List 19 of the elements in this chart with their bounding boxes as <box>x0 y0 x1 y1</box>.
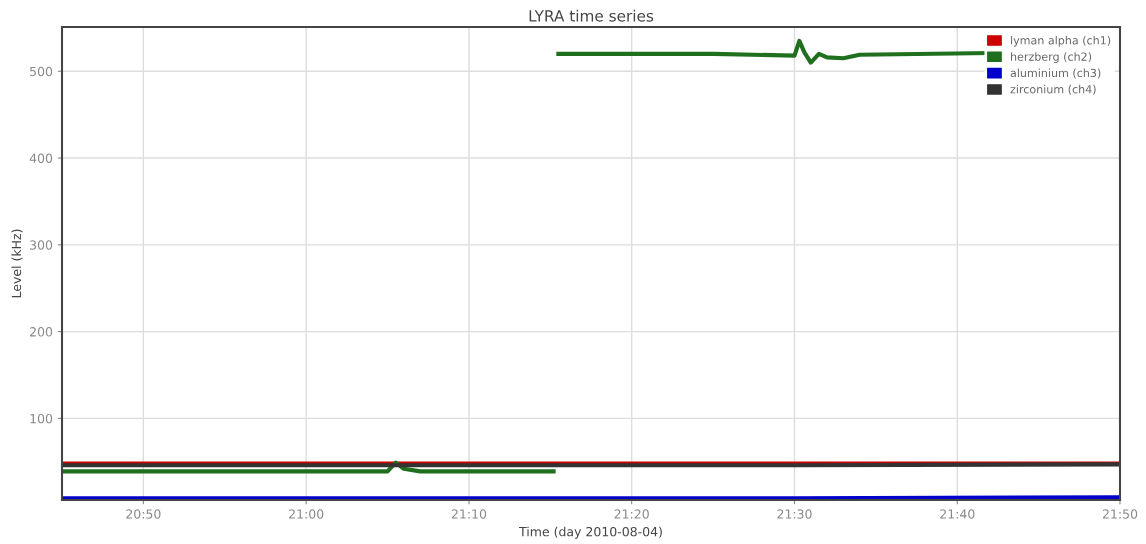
y-tick-label: 100 <box>30 413 53 424</box>
y-tick-label: 200 <box>30 327 53 337</box>
x-tick-label: 21:20 <box>614 509 649 519</box>
x-axis-title: Time (day 2010-08-04) <box>519 526 662 539</box>
x-tick-label: 21:10 <box>451 509 487 519</box>
y-tick-label: 400 <box>29 153 53 163</box>
legend-label: zirconium (ch4) <box>1010 84 1096 95</box>
x-tick-label: 21:00 <box>289 509 324 519</box>
legend-label: lyman alpha (ch1) <box>1011 35 1111 47</box>
legend-label: aluminium (ch3) <box>1010 68 1101 79</box>
y-tick-label: 300 <box>30 240 53 250</box>
y-tick-label: 500 <box>30 66 53 77</box>
legend-label: herzberg (ch2) <box>1011 52 1092 63</box>
y-axis-title: Level (kHz) <box>11 229 23 298</box>
x-tick-label: 21:50 <box>1102 509 1138 519</box>
x-tick-label: 21:40 <box>940 509 975 519</box>
x-tick-label: 20:50 <box>126 509 161 519</box>
chart-title: LYRA time series <box>529 9 654 22</box>
x-tick-label: 21:30 <box>777 509 812 519</box>
